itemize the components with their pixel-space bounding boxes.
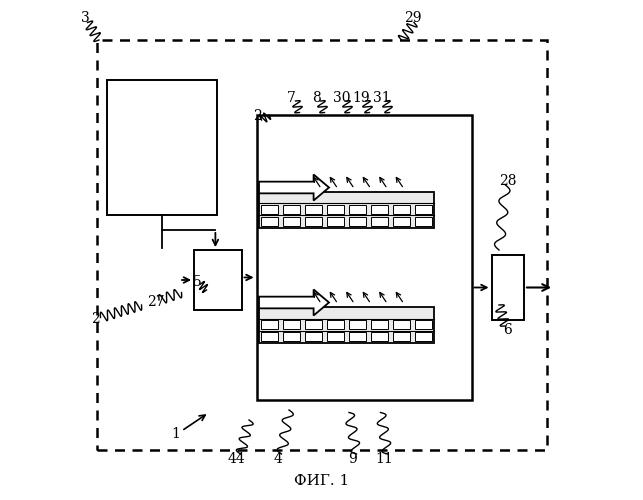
Text: 44: 44	[228, 452, 246, 466]
Text: 8: 8	[312, 90, 321, 104]
Bar	[371, 217, 388, 226]
Text: 9: 9	[348, 452, 357, 466]
Bar	[257, 115, 471, 400]
Text: 7: 7	[287, 90, 296, 104]
Bar	[415, 332, 431, 341]
Bar	[349, 217, 366, 226]
Bar	[284, 217, 300, 226]
FancyArrow shape	[259, 174, 329, 201]
Text: ФИГ. 1: ФИГ. 1	[294, 474, 349, 488]
Bar	[305, 217, 322, 226]
Bar	[259, 306, 434, 342]
Bar	[262, 320, 278, 329]
Bar	[305, 205, 322, 214]
Bar	[371, 332, 388, 341]
Bar	[284, 320, 300, 329]
Bar	[415, 205, 431, 214]
Bar	[393, 320, 410, 329]
Bar	[327, 217, 344, 226]
Bar	[393, 217, 410, 226]
Bar	[349, 205, 366, 214]
Text: 29: 29	[404, 12, 422, 26]
Bar	[491, 255, 524, 320]
Bar	[259, 192, 434, 228]
Bar	[107, 80, 217, 215]
Text: 31: 31	[373, 90, 390, 104]
Text: 28: 28	[499, 174, 516, 188]
Bar	[415, 217, 431, 226]
Bar	[284, 332, 300, 341]
Bar	[327, 320, 344, 329]
Bar	[262, 332, 278, 341]
Bar	[262, 217, 278, 226]
Text: 19: 19	[353, 90, 370, 104]
Bar	[393, 332, 410, 341]
Text: 2: 2	[91, 312, 100, 326]
Bar	[349, 332, 366, 341]
Bar	[371, 320, 388, 329]
Bar	[393, 205, 410, 214]
Bar	[305, 320, 322, 329]
Text: 3: 3	[81, 12, 90, 26]
Text: 4: 4	[273, 452, 282, 466]
Bar	[284, 205, 300, 214]
Bar	[194, 250, 242, 310]
Bar	[327, 332, 344, 341]
Text: 27: 27	[147, 294, 165, 308]
Bar	[262, 205, 278, 214]
Bar	[349, 320, 366, 329]
Bar	[305, 332, 322, 341]
Text: 30: 30	[332, 90, 350, 104]
Bar	[96, 40, 547, 450]
Bar	[327, 205, 344, 214]
Text: 2: 2	[253, 109, 262, 123]
Bar	[371, 205, 388, 214]
Text: 5: 5	[193, 274, 202, 288]
Text: 1: 1	[171, 427, 180, 441]
Text: 11: 11	[375, 452, 393, 466]
Bar	[415, 320, 431, 329]
Text: 6: 6	[503, 323, 512, 337]
FancyArrow shape	[259, 290, 329, 316]
